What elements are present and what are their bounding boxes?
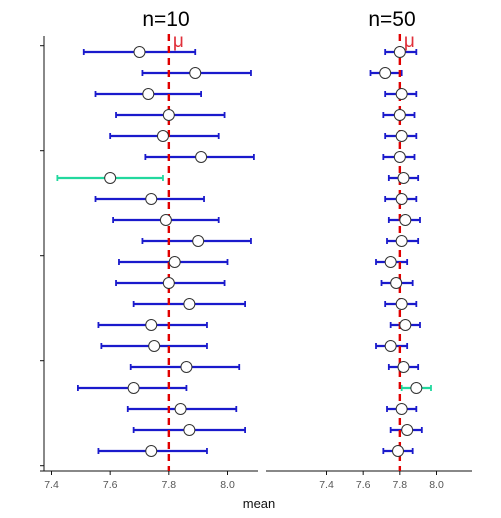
x-tick-label: 7.4 bbox=[44, 479, 59, 491]
mean-point bbox=[395, 193, 408, 205]
mean-point bbox=[145, 319, 158, 331]
mean-point bbox=[192, 235, 205, 247]
mean-point bbox=[395, 235, 408, 247]
mean-point bbox=[392, 445, 404, 457]
chart-title: n=10 bbox=[142, 8, 189, 31]
x-tick-label: 7.6 bbox=[356, 479, 371, 491]
panel-n10: n=10 7.4 7.6 7.8 8.0 μ bbox=[40, 8, 258, 491]
mean-point bbox=[174, 403, 187, 415]
mean-point bbox=[162, 109, 175, 121]
mean-point bbox=[379, 67, 392, 79]
mean-point bbox=[393, 46, 406, 58]
mean-point bbox=[395, 403, 408, 415]
mean-point bbox=[195, 151, 208, 163]
mean-point bbox=[390, 277, 403, 289]
mean-point bbox=[162, 277, 175, 289]
mean-point bbox=[127, 382, 140, 394]
mean-point bbox=[183, 424, 196, 436]
x-tick-label: 7.8 bbox=[393, 479, 408, 491]
x-tick-label: 7.8 bbox=[162, 479, 177, 491]
mean-point bbox=[148, 340, 161, 352]
x-tick-label: 7.4 bbox=[319, 479, 334, 491]
mean-point bbox=[145, 445, 158, 457]
panel-n50: n=50 7.4 7.6 7.8 8.0 μ bbox=[266, 8, 472, 491]
mean-point bbox=[189, 67, 202, 79]
mean-point bbox=[393, 151, 406, 163]
mean-point bbox=[180, 361, 193, 373]
mean-point bbox=[104, 172, 117, 184]
mean-point bbox=[159, 214, 172, 226]
mean-point bbox=[384, 340, 397, 352]
mean-point bbox=[395, 298, 408, 310]
x-axis-label: mean bbox=[243, 496, 276, 511]
mean-point bbox=[395, 88, 408, 100]
mean-point bbox=[397, 361, 410, 373]
mean-point bbox=[401, 424, 414, 436]
mu-label: μ bbox=[404, 31, 415, 52]
mean-point bbox=[133, 46, 146, 58]
chart-title: n=50 bbox=[368, 8, 415, 31]
mean-point bbox=[156, 130, 169, 142]
mean-point bbox=[183, 298, 196, 310]
x-tick-label: 7.6 bbox=[103, 479, 118, 491]
mean-point bbox=[399, 214, 412, 226]
mean-point bbox=[142, 88, 155, 100]
mean-point bbox=[395, 130, 408, 142]
mean-point bbox=[145, 193, 158, 205]
mu-label: μ bbox=[173, 31, 184, 52]
mean-point bbox=[393, 109, 406, 121]
x-tick-label: 8.0 bbox=[220, 479, 235, 491]
mean-point bbox=[384, 256, 397, 268]
mean-point bbox=[168, 256, 181, 268]
mean-point bbox=[399, 319, 412, 331]
mean-point bbox=[410, 382, 423, 394]
mean-point bbox=[397, 172, 410, 184]
x-tick-label: 8.0 bbox=[429, 479, 444, 491]
